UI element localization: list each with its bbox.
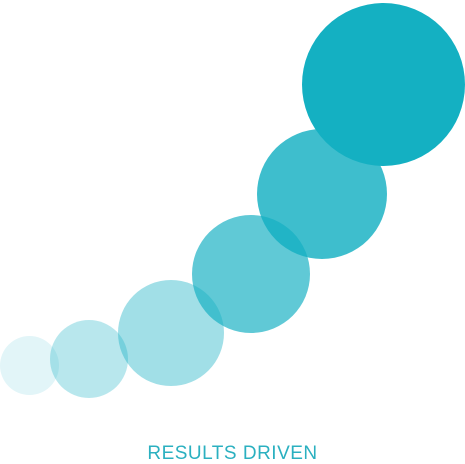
circle-2 (50, 320, 128, 398)
circle-6 (302, 3, 465, 166)
tagline-text: RESULTS DRIVEN (147, 443, 318, 464)
circle-1 (0, 336, 59, 395)
